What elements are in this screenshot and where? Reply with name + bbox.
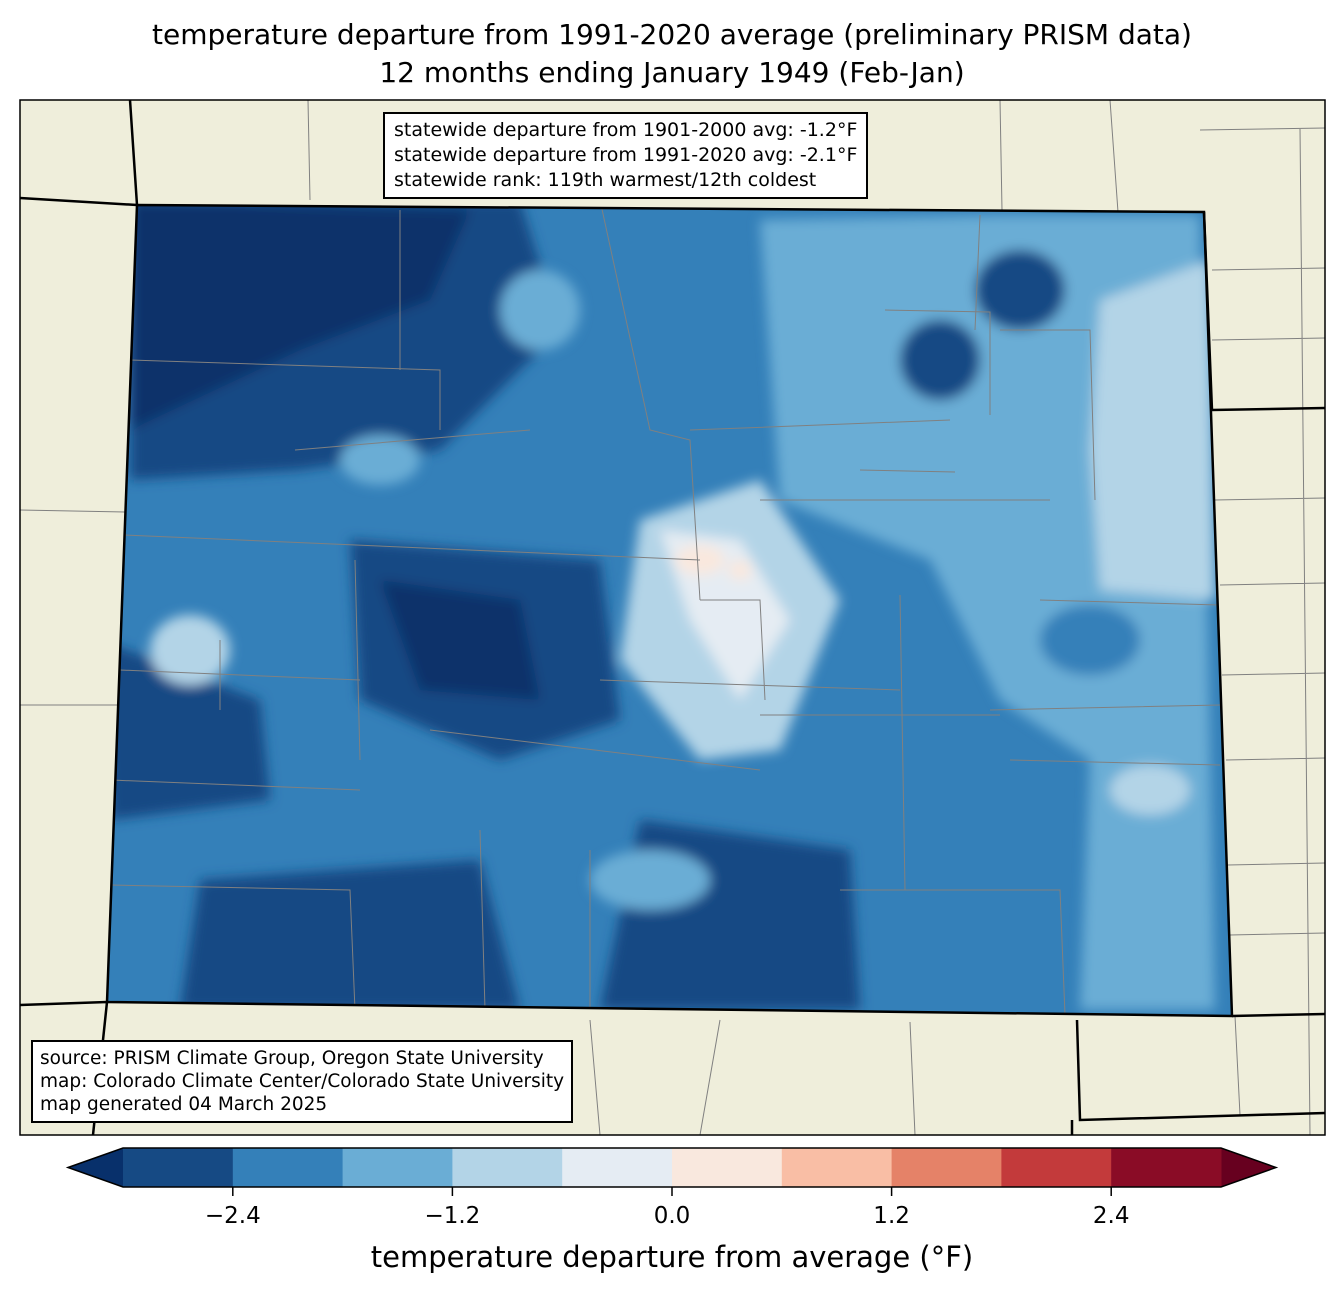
colorbar-tick-label: 2.4 (1092, 1203, 1130, 1229)
colorbar-segment (452, 1148, 563, 1187)
neighbor-state-county-lines (19, 99, 1326, 1136)
stat-departure-1901-2000: statewide departure from 1901-2000 avg: … (394, 119, 858, 141)
colorbar-segment (891, 1148, 1002, 1187)
colorbar-tick-label: −1.2 (424, 1203, 481, 1229)
generated-date-line: map generated 04 March 2025 (40, 1094, 328, 1115)
map-frame (19, 99, 1326, 1136)
colorbar-segment (672, 1148, 783, 1187)
colorbar-segment (123, 1148, 234, 1187)
colorbar-extend-low (68, 1148, 123, 1187)
stat-rank: statewide rank: 119th warmest/12th colde… (394, 169, 817, 191)
colorbar-segment (562, 1148, 673, 1187)
source-box: source: PRISM Climate Group, Oregon Stat… (31, 1040, 574, 1123)
colorbar-tick-label: 1.2 (873, 1203, 910, 1229)
map-title: temperature departure from 1991-2020 ave… (152, 18, 1192, 51)
map-subtitle: 12 months ending January 1949 (Feb-Jan) (379, 56, 965, 89)
map-credit-line: map: Colorado Climate Center/Colorado St… (40, 1071, 565, 1092)
colorbar-outline (65, 1147, 1279, 1188)
county-lines (109, 205, 1221, 1016)
stat-departure-1991-2020: statewide departure from 1991-2020 avg: … (394, 144, 858, 166)
colorbar-tick-label: 0.0 (653, 1203, 691, 1229)
statewide-stats-box: statewide departure from 1901-2000 avg: … (383, 112, 869, 199)
colorbar-segment (1001, 1148, 1112, 1187)
colorbar-segment (781, 1148, 893, 1187)
colorbar-segment (342, 1148, 453, 1187)
colorbar-tick-label: −2.4 (204, 1203, 261, 1229)
colorbar-label: temperature departure from average (°F) (370, 1240, 974, 1274)
temperature-departure-field (107, 205, 1232, 1016)
source-line: source: PRISM Climate Group, Oregon Stat… (40, 1048, 544, 1069)
colorbar-extend-high (1221, 1148, 1276, 1187)
colorbar (65, 1147, 1279, 1196)
colorbar-segment (1111, 1148, 1222, 1187)
colorbar-segment (232, 1148, 344, 1187)
